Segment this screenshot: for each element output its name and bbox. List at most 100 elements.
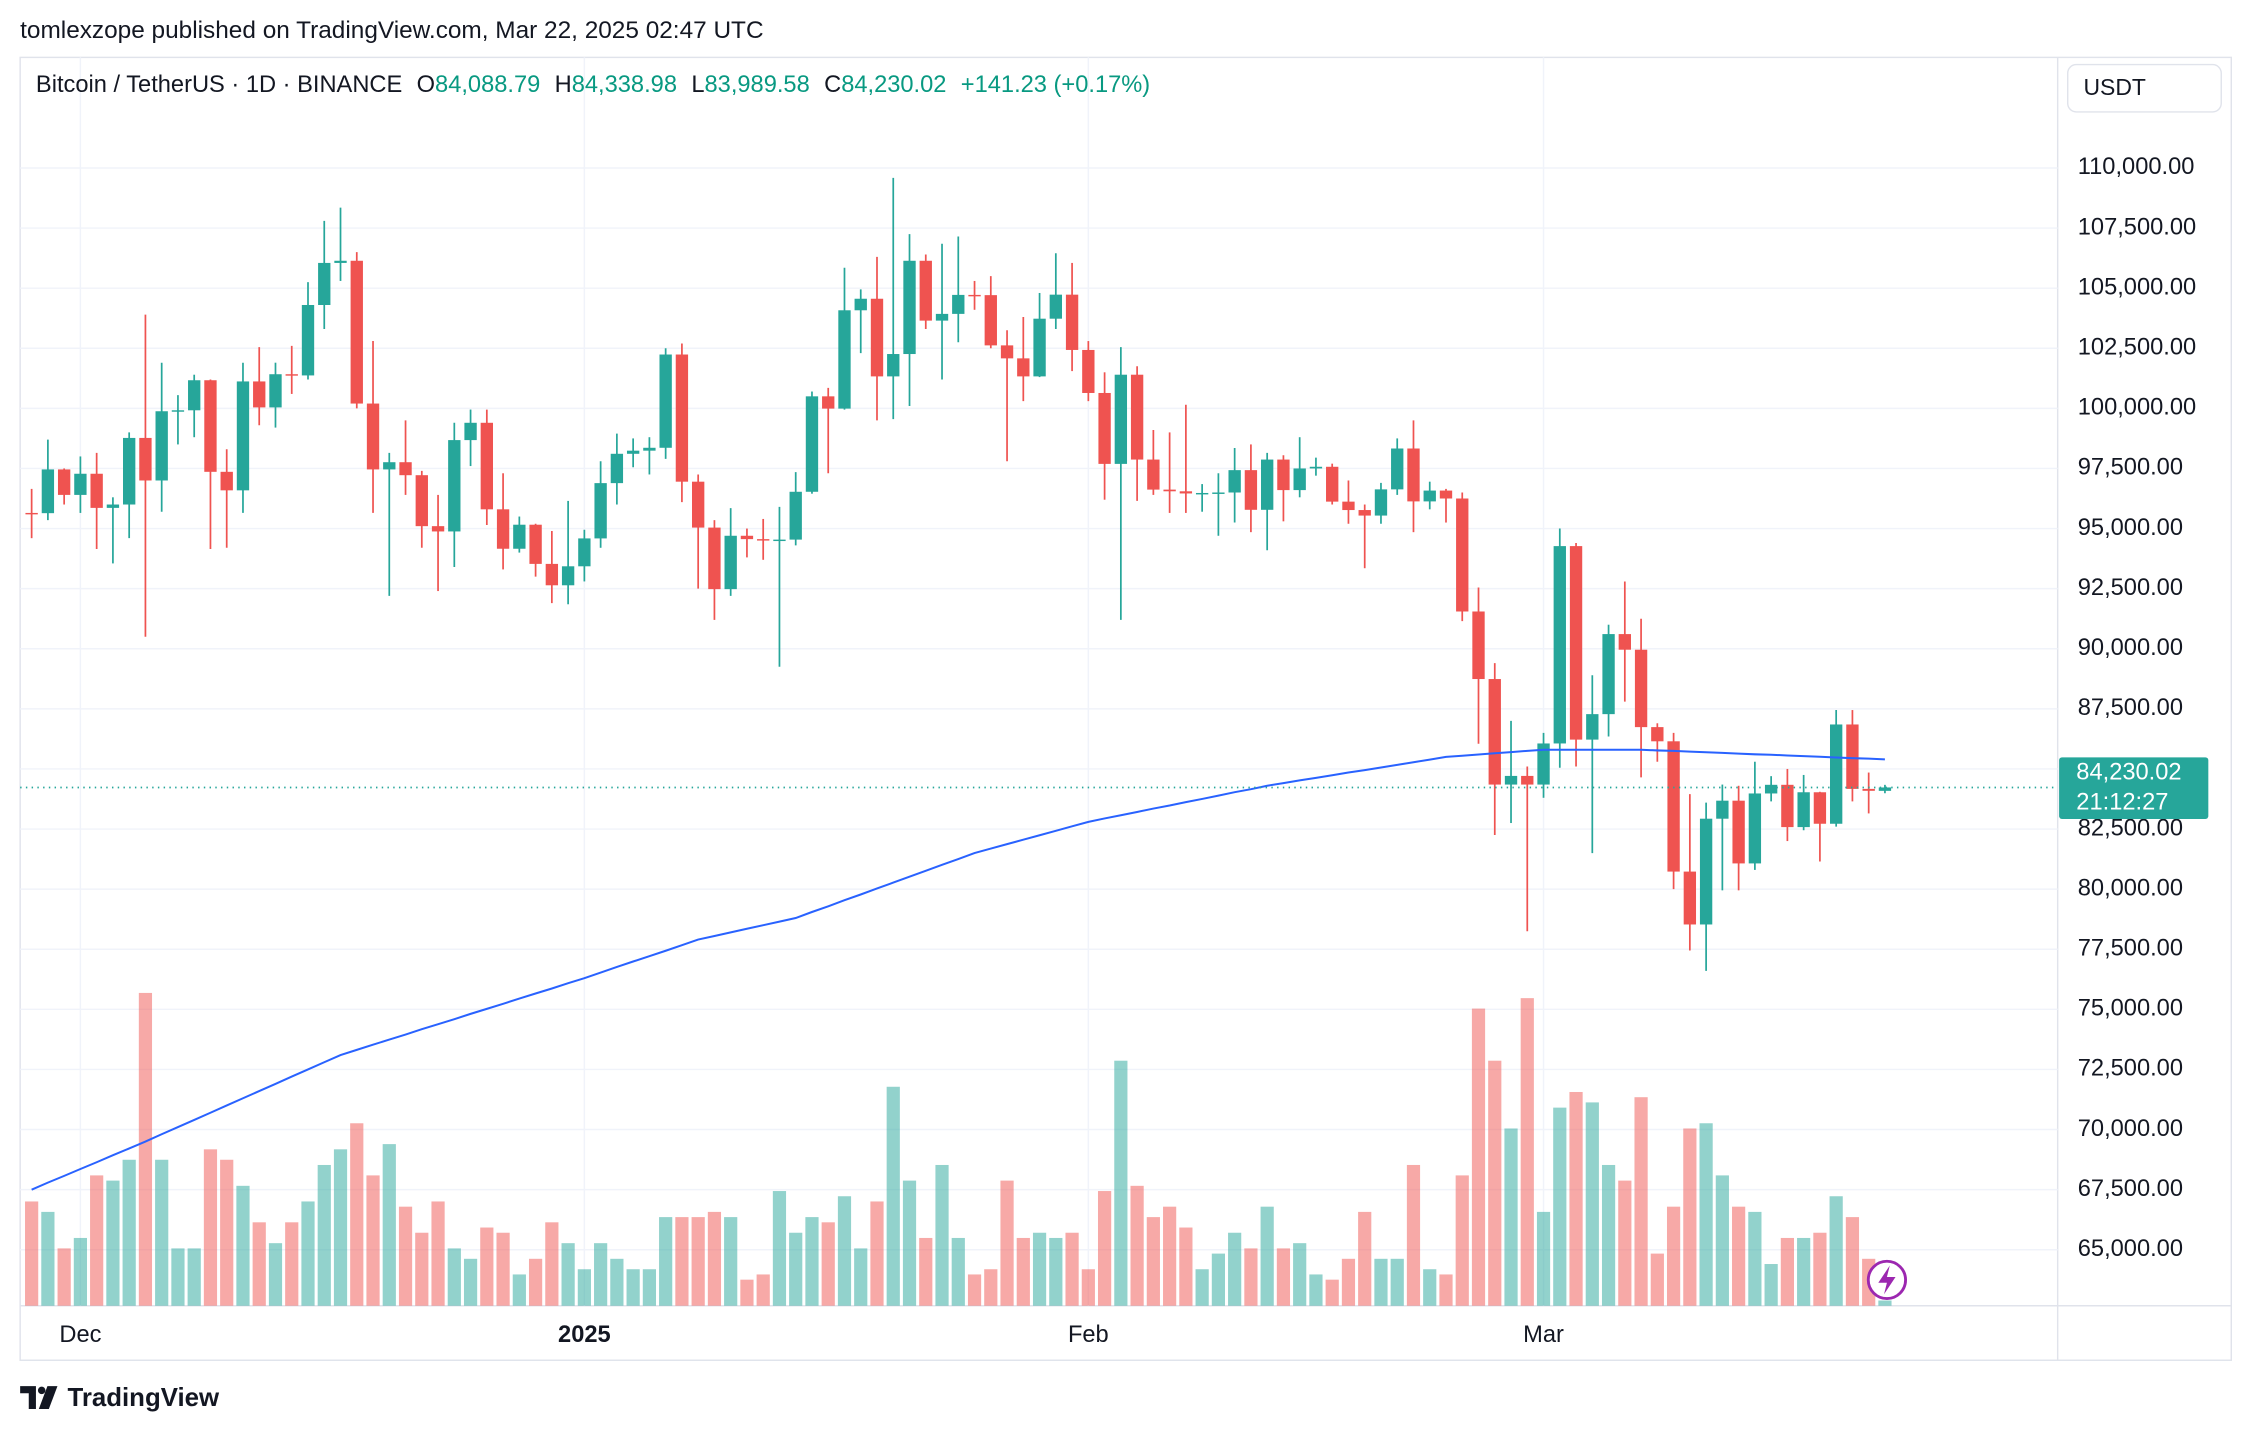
overlay <box>20 748 2058 1191</box>
volume-bar <box>431 1201 445 1306</box>
volume-bar <box>1244 1248 1258 1306</box>
volume-bar <box>268 1243 283 1306</box>
volume-bar <box>1276 1248 1291 1306</box>
candle-body <box>545 563 559 586</box>
candle-body <box>1732 800 1745 864</box>
candle-body <box>1586 714 1599 740</box>
candle-body <box>57 469 71 495</box>
volume-bar <box>1569 1091 1583 1306</box>
volume-bar <box>1032 1232 1047 1306</box>
volume-bar <box>1732 1206 1746 1306</box>
volume-bar <box>155 1159 169 1306</box>
volume-bar <box>707 1211 722 1306</box>
volume-bar <box>1585 1102 1599 1306</box>
volume-bar <box>187 1248 201 1306</box>
candle-body <box>1569 546 1583 740</box>
volume-bar <box>1764 1264 1778 1306</box>
volume-bar <box>1097 1191 1112 1306</box>
candle-body <box>1130 374 1144 460</box>
candle-body <box>1326 466 1339 502</box>
candle-body <box>1618 634 1631 650</box>
candle-body <box>1065 294 1079 350</box>
y-tick-label: 90,000.00 <box>2078 635 2183 661</box>
candle-body <box>1504 775 1518 785</box>
candle-body <box>952 294 965 314</box>
logo-t <box>20 1386 36 1410</box>
candle-body <box>968 294 981 297</box>
volume-bar <box>1228 1232 1242 1306</box>
candle-body <box>708 527 721 590</box>
volume-bar <box>203 1149 218 1306</box>
candle-body <box>74 473 87 495</box>
volume-bar <box>789 1232 803 1306</box>
volume-bar <box>528 1258 543 1306</box>
candle-body <box>1764 784 1778 794</box>
volume-bar <box>1504 1128 1518 1306</box>
volume-bar <box>1699 1123 1713 1306</box>
candle-body <box>1179 491 1193 494</box>
candle-body <box>350 260 363 404</box>
currency-label[interactable]: USDT <box>2083 74 2145 100</box>
replay-icon[interactable] <box>1866 1259 1908 1300</box>
volume-bar <box>1634 1097 1648 1306</box>
volume-bar <box>1471 1008 1486 1306</box>
candle-body <box>1342 501 1355 511</box>
volume-bar <box>1146 1217 1160 1306</box>
candle-body <box>285 374 298 376</box>
high-value: 84,338.98 <box>572 72 677 98</box>
candle-body <box>1537 743 1550 785</box>
candle-body <box>610 453 624 484</box>
y-tick-label: 105,000.00 <box>2078 274 2196 300</box>
volume-bar <box>756 1274 770 1306</box>
volume-bar <box>837 1196 852 1306</box>
candle-body <box>1374 489 1388 516</box>
y-tick-label: 70,000.00 <box>2078 1116 2183 1142</box>
y-tick-label: 67,500.00 <box>2078 1176 2183 1202</box>
change-value: +141.23 (+0.17%) <box>961 72 1150 98</box>
volume-bar <box>659 1217 673 1306</box>
candle-body <box>431 526 445 532</box>
candle-body <box>464 422 477 441</box>
volume-bar <box>285 1222 299 1306</box>
low-value: 83,989.58 <box>705 72 810 98</box>
close-value: 84,230.02 <box>841 72 946 98</box>
volume-bar <box>561 1243 575 1306</box>
candle-body <box>1456 498 1469 612</box>
candle-body <box>269 374 282 408</box>
moving-average-line <box>31 748 1885 1191</box>
volume-bar <box>106 1180 120 1306</box>
y-tick-label: 97,500.00 <box>2078 455 2183 481</box>
volume-bar <box>1845 1217 1860 1306</box>
volume-bar <box>870 1201 884 1306</box>
volume-bar <box>1081 1269 1095 1306</box>
y-tick-label: 87,500.00 <box>2078 695 2183 721</box>
volume-bar <box>122 1159 136 1306</box>
candle-body <box>1228 470 1241 493</box>
candle-body <box>90 473 103 508</box>
icon-bolt[interactable] <box>1878 1265 1896 1295</box>
volume-bar <box>57 1248 71 1306</box>
volume-bar <box>1423 1269 1437 1306</box>
candle-body <box>1651 727 1664 742</box>
currency-button[interactable] <box>2066 63 2222 113</box>
y-tick-label: 110,000.00 <box>2078 154 2195 180</box>
volume-bar <box>642 1269 656 1306</box>
candle-body <box>529 524 542 564</box>
candle-body <box>415 475 428 527</box>
volume-bar <box>1878 1300 1892 1306</box>
volume-bar <box>90 1175 104 1306</box>
volume-bar <box>398 1206 413 1306</box>
volume-bar <box>821 1222 835 1306</box>
volume-bar <box>1211 1253 1225 1306</box>
candle-body <box>1439 490 1453 499</box>
candle-body <box>1114 374 1128 464</box>
candle-body <box>1147 459 1160 490</box>
volume-bar <box>691 1217 705 1306</box>
volume-bar <box>415 1232 429 1306</box>
candle-body <box>757 539 770 541</box>
candle-body <box>1667 741 1680 872</box>
volume-bar <box>1260 1206 1274 1306</box>
candle-body <box>25 512 38 515</box>
candle-body <box>236 381 250 491</box>
